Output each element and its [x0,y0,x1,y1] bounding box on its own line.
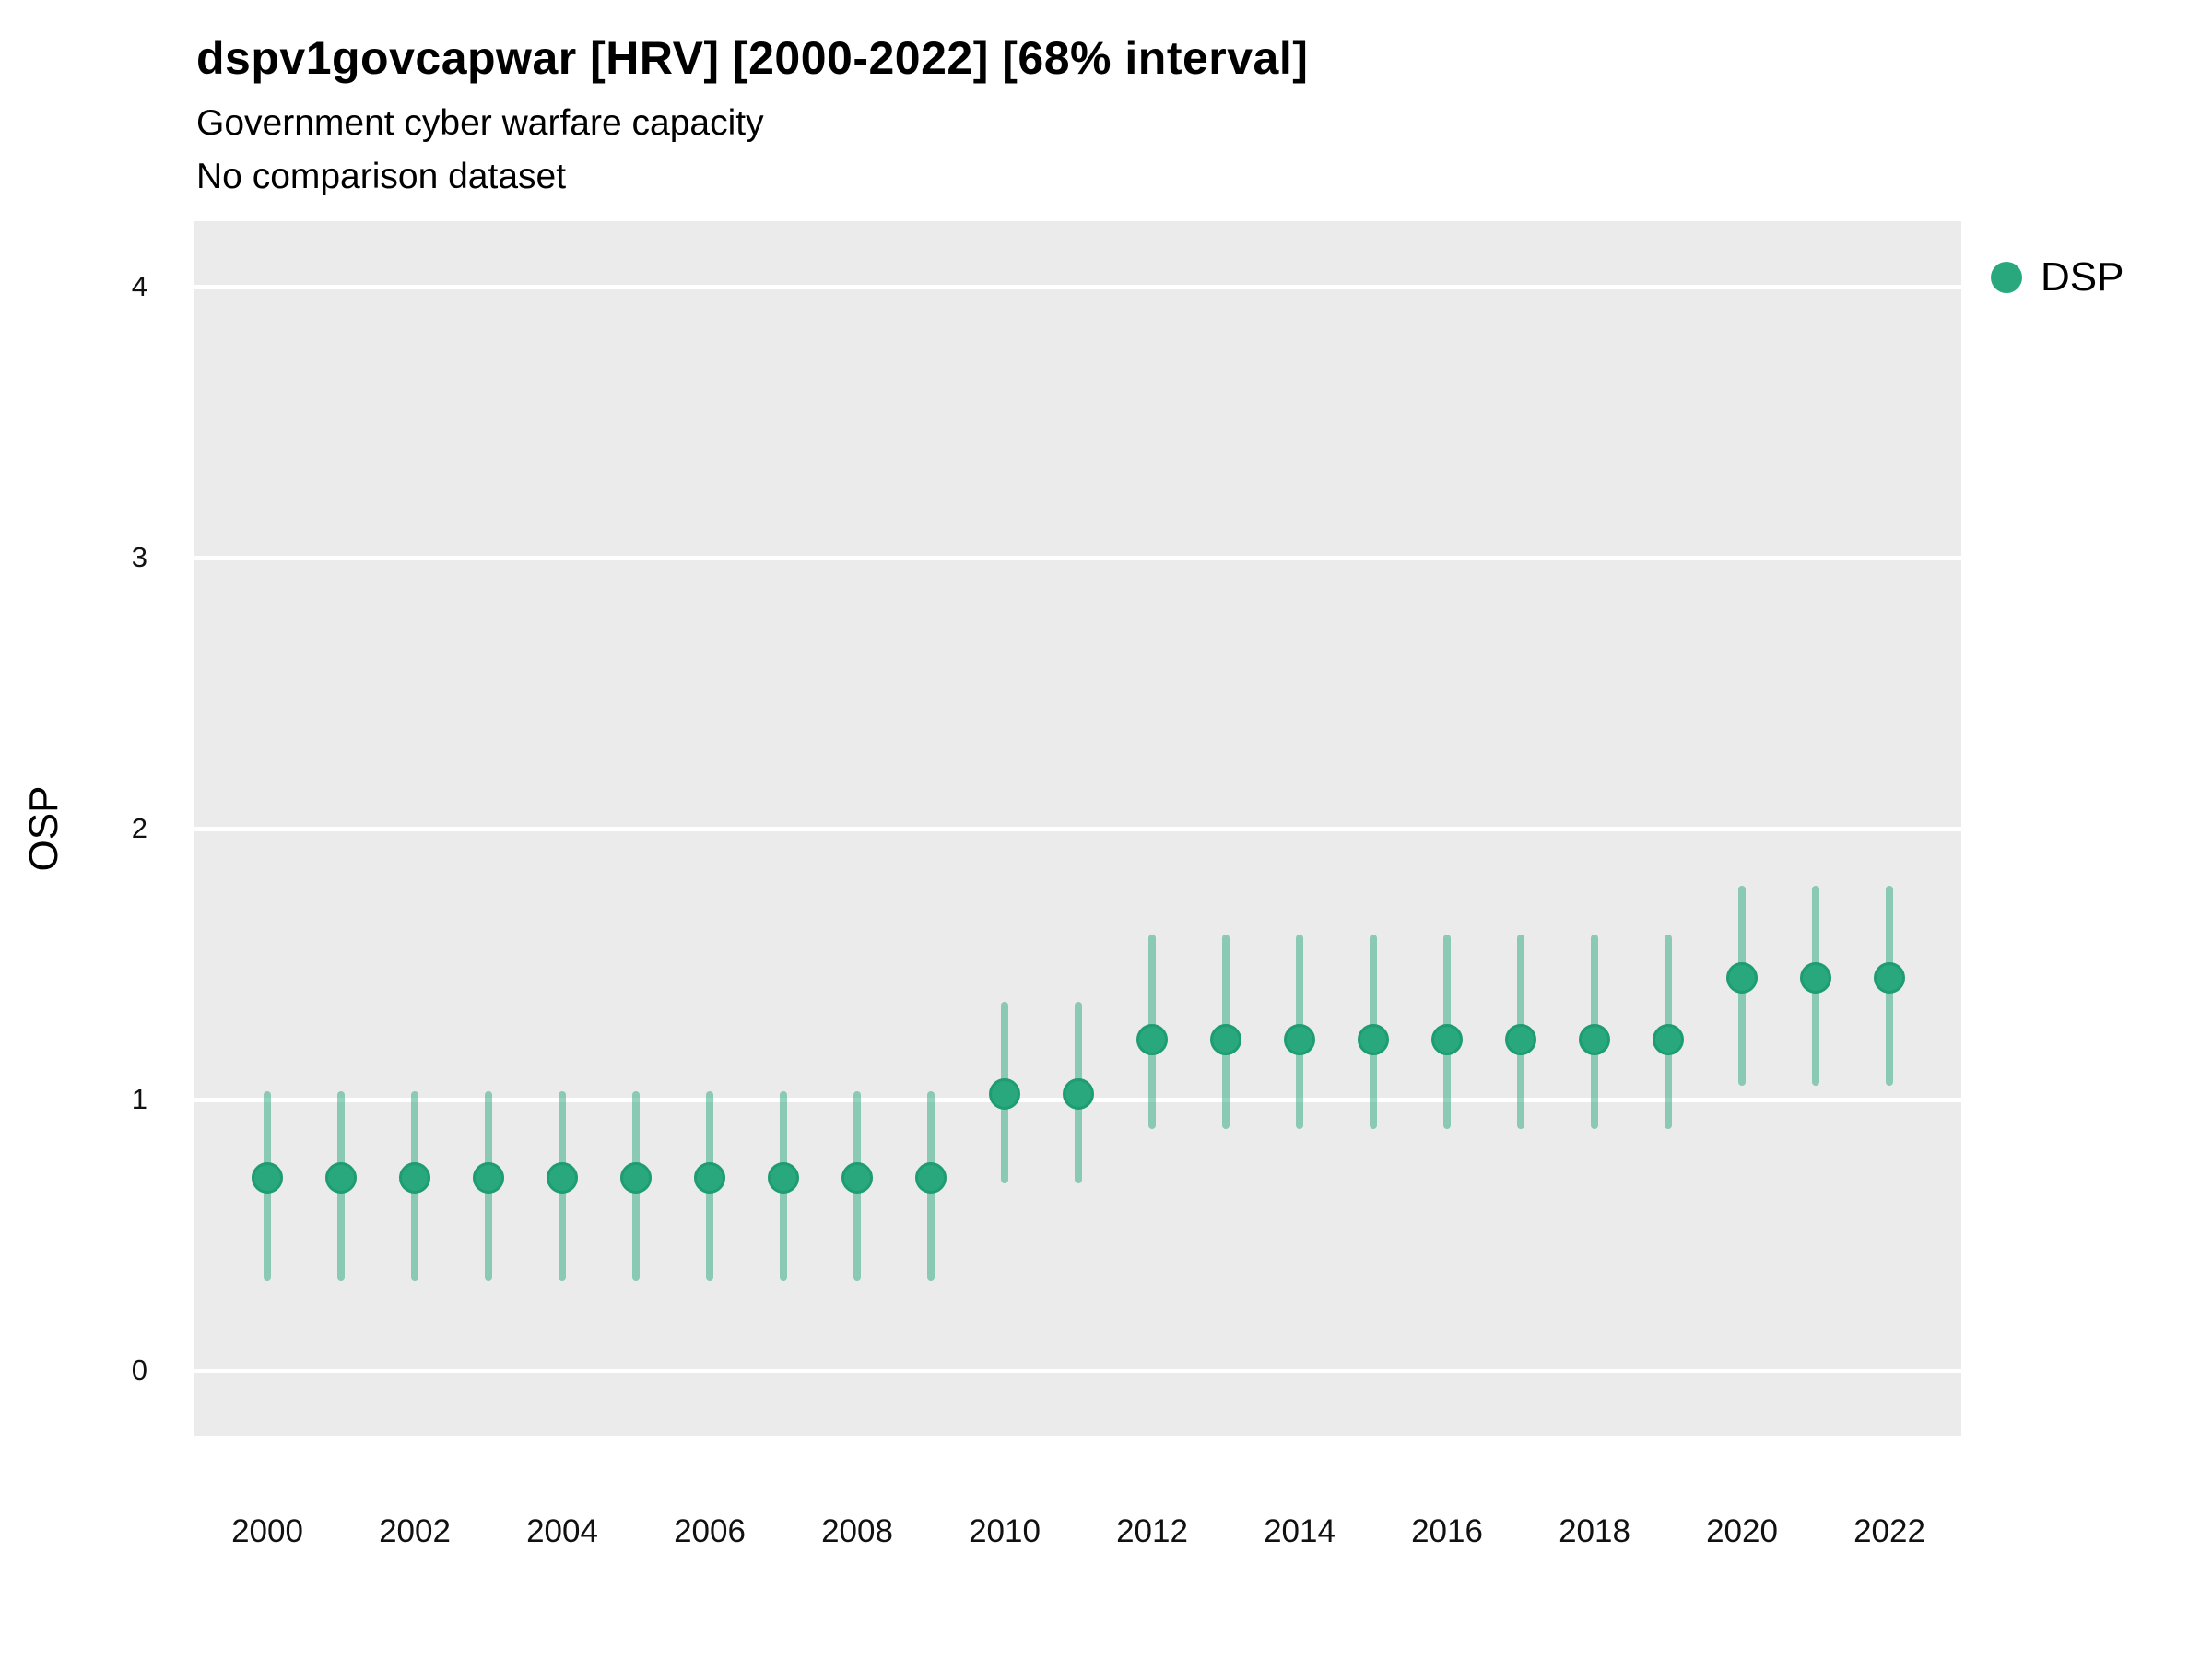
point-estimate-2009 [915,1162,947,1194]
legend-label: DSP [2041,254,2124,300]
point-estimate-2016 [1431,1024,1463,1056]
point-estimate-2004 [547,1162,578,1194]
point-estimate-2022 [1874,961,1905,994]
legend: DSP [1991,254,2124,300]
x-tick-label-2014: 2014 [1264,1513,1335,1549]
point-estimate-2000 [252,1162,283,1194]
y-tick-label-0: 0 [131,1354,147,1386]
chart-subtitle: Government cyber warfare capacity [196,103,764,143]
point-estimate-2021 [1800,961,1831,994]
x-tick-label-2018: 2018 [1559,1513,1630,1549]
comparison-note: No comparison dataset [196,157,567,196]
point-estimate-2002 [399,1162,430,1194]
point-estimate-2018 [1579,1024,1610,1056]
point-estimate-2006 [694,1162,725,1194]
point-estimate-2007 [768,1162,799,1194]
x-tick-label-2002: 2002 [379,1513,451,1549]
point-estimate-2010 [989,1078,1020,1111]
gridline-y-4 [194,284,1961,289]
point-estimate-2019 [1653,1024,1684,1056]
x-tick-label-2006: 2006 [674,1513,746,1549]
point-estimate-2001 [325,1162,357,1194]
point-estimate-2008 [841,1162,873,1194]
point-estimate-2012 [1136,1024,1168,1056]
legend-point-swatch [1991,262,2022,293]
point-estimate-2013 [1210,1024,1241,1056]
point-estimate-2005 [620,1162,652,1194]
gridline-y-2 [194,826,1961,831]
x-tick-label-2022: 2022 [1853,1513,1925,1549]
x-tick-label-2012: 2012 [1116,1513,1188,1549]
point-estimate-2011 [1063,1078,1094,1111]
point-estimate-2014 [1284,1024,1315,1056]
plot-panel [194,221,1961,1436]
x-tick-label-2020: 2020 [1706,1513,1778,1549]
x-tick-label-2000: 2000 [231,1513,303,1549]
y-tick-label-2: 2 [131,812,147,844]
chart-title: dspv1govcapwar [HRV] [2000-2022] [68% in… [196,32,1309,84]
point-estimate-2017 [1505,1024,1536,1056]
y-tick-label-3: 3 [131,541,147,573]
x-tick-label-2016: 2016 [1411,1513,1483,1549]
x-tick-label-2010: 2010 [969,1513,1041,1549]
gridline-y-3 [194,555,1961,560]
y-tick-label-1: 1 [131,1083,147,1115]
point-estimate-2003 [473,1162,504,1194]
gridline-y-0 [194,1368,1961,1373]
y-tick-label-4: 4 [131,270,147,302]
x-tick-label-2008: 2008 [821,1513,893,1549]
point-estimate-2015 [1358,1024,1389,1056]
x-tick-label-2004: 2004 [526,1513,598,1549]
point-estimate-2020 [1726,961,1758,994]
